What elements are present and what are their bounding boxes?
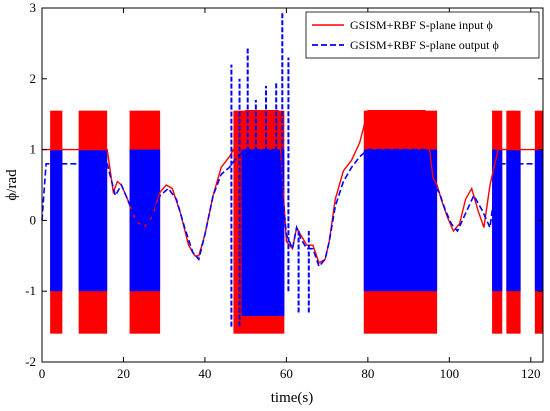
x-tick-label: 60 — [280, 366, 293, 381]
oscillation-band-output — [363, 149, 438, 292]
oscillation-band-output — [129, 149, 161, 292]
y-tick-label: 0 — [30, 212, 37, 227]
y-tick-label: 3 — [30, 0, 37, 15]
axis-ticks: 0 20 40 60 80 100 120 -2 -1 0 1 2 3 — [25, 0, 543, 381]
y-tick-label: 1 — [30, 142, 37, 157]
x-tick-label: 100 — [440, 366, 460, 381]
y-tick-label: 2 — [30, 71, 37, 86]
spike-layer — [230, 11, 310, 327]
oscillation-band-output — [492, 149, 503, 292]
plot-frame — [41, 7, 544, 363]
oscillation-band-output — [506, 149, 521, 292]
plot-area — [42, 8, 543, 362]
legend-label-output: GSISM+RBF S-plane output ϕ — [350, 38, 499, 52]
x-tick-label: 20 — [117, 366, 130, 381]
y-tick-label: -2 — [25, 354, 36, 369]
legend-box — [305, 11, 540, 59]
x-tick-label: 80 — [361, 366, 374, 381]
oscillation-layer — [50, 110, 543, 334]
y-tick-label: -1 — [25, 283, 36, 298]
legend-label-input: GSISM+RBF S-plane input ϕ — [350, 18, 493, 32]
oscillation-band-output — [78, 149, 108, 292]
x-axis-label: time(s) — [271, 390, 314, 406]
x-tick-label: 0 — [39, 366, 46, 381]
y-axis-label: ϕ/rad — [4, 169, 20, 201]
chart-legend: GSISM+RBF S-plane input ϕ GSISM+RBF S-pl… — [305, 11, 540, 59]
oscillation-band-output — [241, 149, 285, 316]
oscillation-band-output — [50, 149, 63, 292]
x-tick-label: 120 — [521, 366, 541, 381]
x-tick-label: 40 — [198, 366, 211, 381]
